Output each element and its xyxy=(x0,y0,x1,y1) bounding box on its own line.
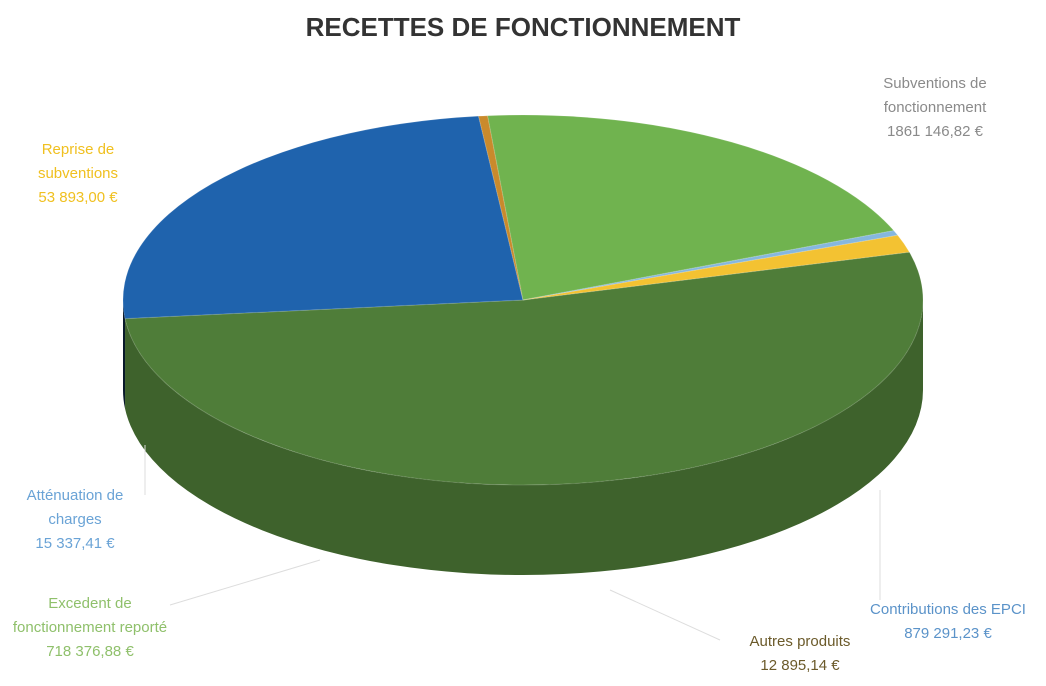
category-label: Autres produits xyxy=(749,633,851,650)
slice-label: Reprise de subventions 53 893,00 € xyxy=(3,138,153,210)
slice xyxy=(124,251,924,486)
value-label: 15 337,41 € xyxy=(35,535,115,552)
value-label: 879 291,23 € xyxy=(904,625,992,642)
slice-label: Subventions de fonctionnement 1861 146,82… xyxy=(840,72,1030,144)
slice xyxy=(522,230,899,301)
leader-line xyxy=(609,589,721,641)
value-label: 12 895,14 € xyxy=(760,657,840,674)
value-label: 1861 146,82 € xyxy=(887,123,983,140)
slice-label: Autres produits 12 895,14 € xyxy=(715,630,885,678)
category-label: Atténuation de charges xyxy=(26,487,124,528)
slice xyxy=(477,115,524,301)
slice-side xyxy=(125,300,923,575)
leader-line xyxy=(169,559,321,606)
value-label: 718 376,88 € xyxy=(46,643,134,660)
slice-label: Excedent de fonctionnement reporté 718 37… xyxy=(5,592,175,664)
slice-label: Atténuation de charges 15 337,41 € xyxy=(0,484,150,556)
slice xyxy=(487,114,895,301)
category-label: Contributions des EPCI xyxy=(870,601,1026,618)
slice-side xyxy=(123,300,126,409)
slice-label: Contributions des EPCI 879 291,23 € xyxy=(863,598,1033,646)
value-label: 53 893,00 € xyxy=(38,189,118,206)
slice xyxy=(122,115,524,320)
category-label: Subventions de fonctionnement xyxy=(883,75,987,116)
category-label: Excedent de fonctionnement reporté xyxy=(12,595,168,636)
slice xyxy=(522,234,911,301)
category-label: Reprise de subventions xyxy=(37,141,119,182)
chart-title: RECETTES DE FONCTIONNEMENT xyxy=(305,12,741,42)
